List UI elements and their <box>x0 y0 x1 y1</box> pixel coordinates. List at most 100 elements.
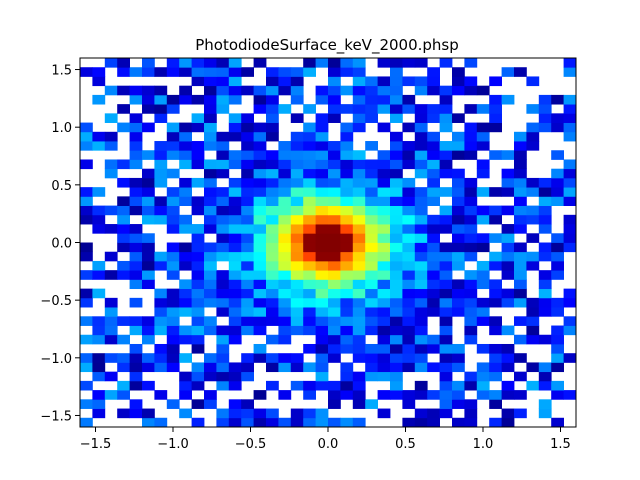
heatmap-cell <box>104 85 118 96</box>
heatmap-cell <box>191 242 205 253</box>
heatmap-cell <box>328 150 341 160</box>
heatmap-cell <box>315 187 329 197</box>
heatmap-cell <box>241 233 254 243</box>
heatmap-cell <box>377 159 391 170</box>
heatmap-cell <box>315 58 329 68</box>
heatmap-cell <box>266 196 279 206</box>
heatmap-cell <box>303 260 316 271</box>
heatmap-cell <box>501 325 515 336</box>
heatmap-cell <box>154 196 168 206</box>
heatmap-cell <box>204 399 217 409</box>
heatmap-cell <box>216 94 230 105</box>
heatmap-cell <box>228 316 242 326</box>
heatmap-cell <box>278 76 292 87</box>
heatmap-cell <box>253 251 267 262</box>
heatmap-cell <box>253 343 267 354</box>
heatmap-cell <box>414 150 428 160</box>
heatmap-cell <box>352 150 366 160</box>
heatmap-cell <box>253 150 267 160</box>
heatmap-cell <box>402 196 416 206</box>
heatmap-cell <box>117 214 130 225</box>
heatmap-cell <box>290 325 304 336</box>
heatmap-cell <box>328 104 341 114</box>
heatmap-cell <box>266 187 279 197</box>
heatmap-cell <box>129 131 143 142</box>
heatmap-cell <box>129 270 143 280</box>
heatmap-cell <box>315 159 329 170</box>
heatmap-cell <box>464 242 478 253</box>
heatmap-cell <box>414 196 428 206</box>
heatmap-cell <box>352 94 366 105</box>
heatmap-cell <box>340 187 354 197</box>
heatmap-cell <box>315 408 329 419</box>
heatmap-cell <box>303 150 316 160</box>
heatmap-cell <box>80 187 93 197</box>
heatmap-cell <box>253 260 267 271</box>
heatmap-cell <box>476 390 490 400</box>
heatmap-cell <box>377 343 391 354</box>
heatmap-cell <box>266 205 279 216</box>
heatmap-cell <box>129 408 143 419</box>
heatmap-cell <box>191 122 205 133</box>
heatmap-cell <box>439 242 453 253</box>
heatmap-cell <box>154 417 168 428</box>
heatmap-cell <box>241 85 254 96</box>
heatmap-cell <box>526 141 540 151</box>
heatmap-cell <box>489 205 502 216</box>
heatmap-cell <box>129 141 143 151</box>
heatmap-cell <box>563 58 577 68</box>
heatmap-cell <box>278 417 292 428</box>
heatmap-cell <box>303 196 316 206</box>
heatmap-cell <box>402 390 416 400</box>
heatmap-cell <box>278 205 292 216</box>
heatmap-cell <box>266 168 279 179</box>
heatmap-cell <box>216 159 230 170</box>
heatmap-cell <box>340 131 354 142</box>
heatmap-cell <box>142 270 155 280</box>
heatmap-cell <box>179 380 192 391</box>
heatmap-cell <box>266 353 279 363</box>
heatmap-cell <box>489 122 502 133</box>
heatmap-cell <box>340 417 354 428</box>
heatmap-cell <box>365 399 378 409</box>
heatmap-cell <box>166 399 180 409</box>
heatmap-cell <box>526 131 540 142</box>
heatmap-cell <box>340 58 354 68</box>
heatmap-cell <box>216 141 230 151</box>
heatmap-cell <box>241 353 254 363</box>
heatmap-cell <box>452 288 465 299</box>
heatmap-cell <box>365 196 378 206</box>
heatmap-cell <box>414 251 428 262</box>
heatmap-cell <box>551 380 564 391</box>
heatmap-cell <box>464 408 478 419</box>
heatmap-cell <box>377 371 391 382</box>
heatmap-cell <box>166 270 180 280</box>
heatmap-cell <box>427 233 440 243</box>
heatmap-cell <box>241 325 254 336</box>
heatmap-cell <box>117 159 130 170</box>
heatmap-cell <box>129 187 143 197</box>
heatmap-cell <box>80 297 93 308</box>
heatmap-cell <box>142 58 155 68</box>
heatmap-cell <box>191 417 205 428</box>
heatmap-cell <box>278 325 292 336</box>
heatmap-cell <box>80 316 93 326</box>
heatmap-cell <box>377 187 391 197</box>
heatmap-cell <box>204 214 217 225</box>
heatmap-cell <box>179 390 192 400</box>
heatmap-cell <box>452 417 465 428</box>
heatmap-cell <box>514 288 527 299</box>
heatmap-cell <box>476 85 490 96</box>
heatmap-cell <box>352 67 366 77</box>
heatmap-cell <box>563 288 577 299</box>
heatmap-cell <box>476 362 490 373</box>
heatmap-cell <box>489 150 502 160</box>
heatmap-cell <box>340 316 354 326</box>
heatmap-cell <box>142 233 155 243</box>
heatmap-cell <box>154 260 168 271</box>
heatmap-cell <box>179 122 192 133</box>
heatmap-cell <box>476 343 490 354</box>
heatmap-cell <box>464 325 478 336</box>
heatmap-cell <box>365 113 378 123</box>
heatmap-cell <box>80 334 93 345</box>
